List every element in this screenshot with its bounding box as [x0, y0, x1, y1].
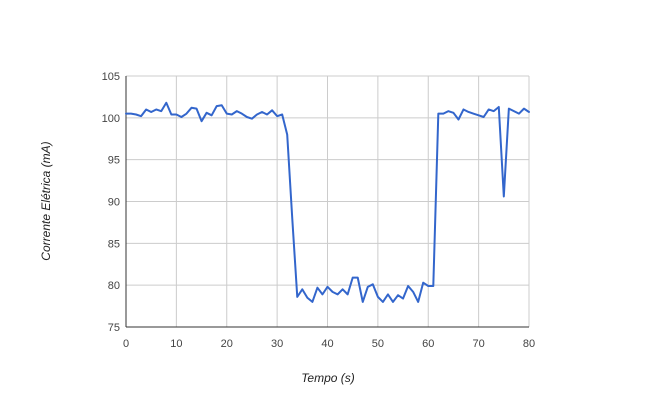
- y-tick-label: 95: [108, 155, 120, 167]
- y-tick-label: 75: [108, 322, 120, 334]
- y-tick-label: 105: [102, 71, 120, 83]
- x-tick-label: 50: [372, 338, 384, 350]
- y-tick-label: 80: [108, 280, 120, 292]
- x-axis-ticks: 0 10 20 30 40 50 60 70 80: [123, 338, 535, 350]
- y-tick-label: 85: [108, 238, 120, 250]
- x-tick-label: 10: [170, 338, 182, 350]
- series-layer: [125, 101, 530, 303]
- x-tick-label: 60: [422, 338, 434, 350]
- y-axis-label: Corrente Elétrica (mA): [39, 141, 53, 260]
- x-tick-label: 80: [523, 338, 535, 350]
- x-tick-label: 30: [271, 338, 283, 350]
- series-line: [125, 101, 530, 303]
- x-tick-label: 0: [123, 338, 129, 350]
- x-tick-label: 70: [473, 338, 485, 350]
- y-tick-label: 100: [102, 113, 120, 125]
- axes: [125, 76, 529, 328]
- y-tick-label: 90: [108, 197, 120, 209]
- y-axis-ticks: 75 80 85 90 95 100 105: [102, 71, 120, 334]
- x-axis-label: Tempo (s): [301, 371, 355, 385]
- x-tick-label: 20: [221, 338, 233, 350]
- x-tick-label: 40: [321, 338, 333, 350]
